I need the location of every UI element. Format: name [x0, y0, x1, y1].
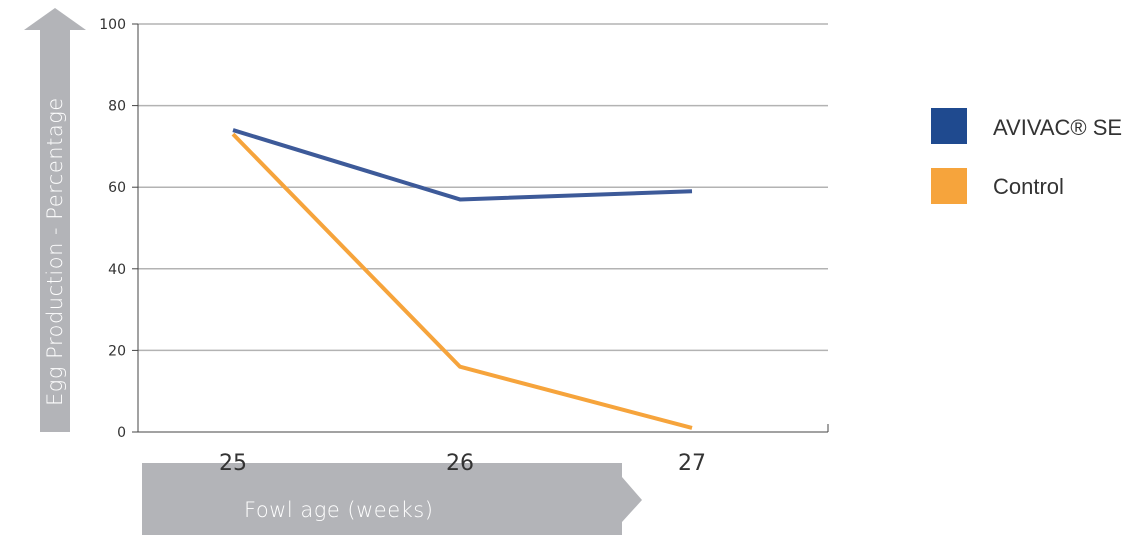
x-arrow-shape	[142, 463, 642, 535]
y-tick-label: 100	[99, 17, 126, 33]
grid-layer	[138, 23, 828, 352]
x-tick-label: 25	[219, 451, 247, 476]
legend: AVIVAC® SE Control	[931, 108, 1122, 204]
y-arrow-shape	[24, 8, 86, 432]
y-tick-label: 80	[108, 99, 126, 115]
y-tick-label: 0	[117, 425, 126, 441]
series-layer	[231, 128, 693, 430]
y-tick-label: 40	[108, 262, 126, 278]
x-tick-label: 26	[446, 451, 474, 476]
series-line-control	[231, 132, 693, 430]
x-tick-label: 27	[678, 451, 706, 476]
legend-label-control: Control	[993, 174, 1064, 199]
y-axis-label: Egg Production - Percentage	[43, 97, 67, 406]
x-axis-label-arrow: Fowl age (weeks)	[142, 463, 642, 535]
x-axis-label: Fowl age (weeks)	[244, 498, 433, 522]
y-tick-label: 60	[108, 180, 126, 196]
y-axis-label-arrow: Egg Production - Percentage	[24, 8, 86, 432]
axis-layer: 0 20 40 60 80 100 25 26 27	[99, 17, 829, 476]
legend-swatch-control	[931, 168, 967, 204]
legend-swatch-avivac	[931, 108, 967, 144]
y-tick-label: 20	[108, 343, 126, 359]
series-line-avivac	[232, 128, 693, 202]
legend-label-avivac: AVIVAC® SE	[993, 115, 1122, 140]
